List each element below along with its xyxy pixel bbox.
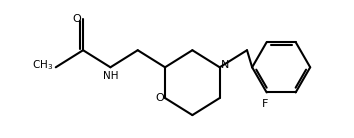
Text: O: O: [73, 14, 81, 24]
Text: NH: NH: [103, 71, 118, 81]
Text: F: F: [262, 99, 268, 109]
Text: N: N: [221, 60, 229, 70]
Text: O: O: [155, 93, 164, 103]
Text: CH$_3$: CH$_3$: [32, 59, 53, 72]
